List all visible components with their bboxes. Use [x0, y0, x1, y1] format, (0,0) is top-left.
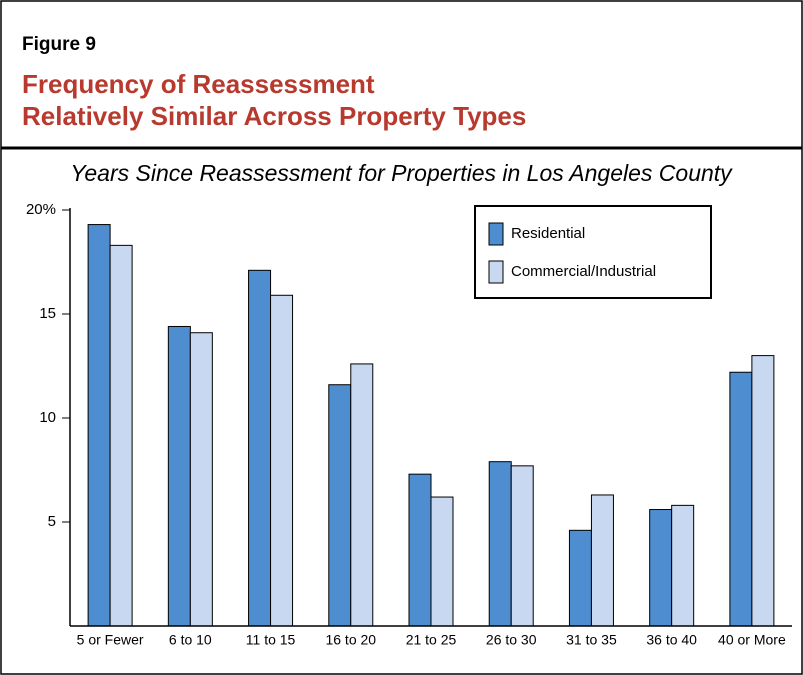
x-tick-label: 31 to 35 [566, 632, 617, 648]
y-tick-label: 15 [39, 305, 56, 322]
legend-swatch [488, 222, 504, 246]
bar [488, 461, 512, 627]
bar [590, 494, 614, 627]
legend-box [474, 205, 712, 299]
x-tick-label: 40 or More [718, 632, 786, 648]
subtitle: Years Since Reassessment for Properties … [70, 160, 733, 186]
x-tick-label: 11 to 15 [246, 632, 296, 648]
bar [248, 269, 272, 627]
bar [430, 496, 454, 627]
bar [510, 465, 534, 627]
x-tick-label: 16 to 20 [325, 632, 376, 648]
bar [350, 363, 374, 627]
bar [328, 384, 352, 627]
x-tick-label: 6 to 10 [169, 632, 212, 648]
y-tick-label: 5 [48, 513, 56, 530]
bar [87, 224, 111, 627]
bar [729, 371, 753, 627]
bar [270, 294, 294, 627]
x-tick-label: 5 or Fewer [77, 632, 144, 648]
x-tick-label: 21 to 25 [406, 632, 457, 648]
bar [189, 332, 213, 627]
x-tick-label: 36 to 40 [646, 632, 697, 648]
bar [167, 325, 191, 627]
y-tick-label: 10 [39, 409, 56, 426]
bar [649, 509, 673, 627]
bar [109, 244, 133, 627]
bar [671, 504, 695, 627]
figure-label: Figure 9 [22, 34, 96, 55]
x-tick-label: 26 to 30 [486, 632, 537, 648]
legend-swatch [488, 260, 504, 284]
legend-label: Residential [511, 225, 585, 242]
bar [568, 529, 592, 627]
bar [751, 355, 775, 627]
chart-title: Frequency of Reassessment [22, 69, 375, 99]
bar [408, 473, 432, 627]
chart-title: Relatively Similar Across Property Types [22, 101, 526, 131]
legend-label: Commercial/Industrial [511, 263, 656, 280]
y-tick-label: 20% [26, 201, 56, 218]
